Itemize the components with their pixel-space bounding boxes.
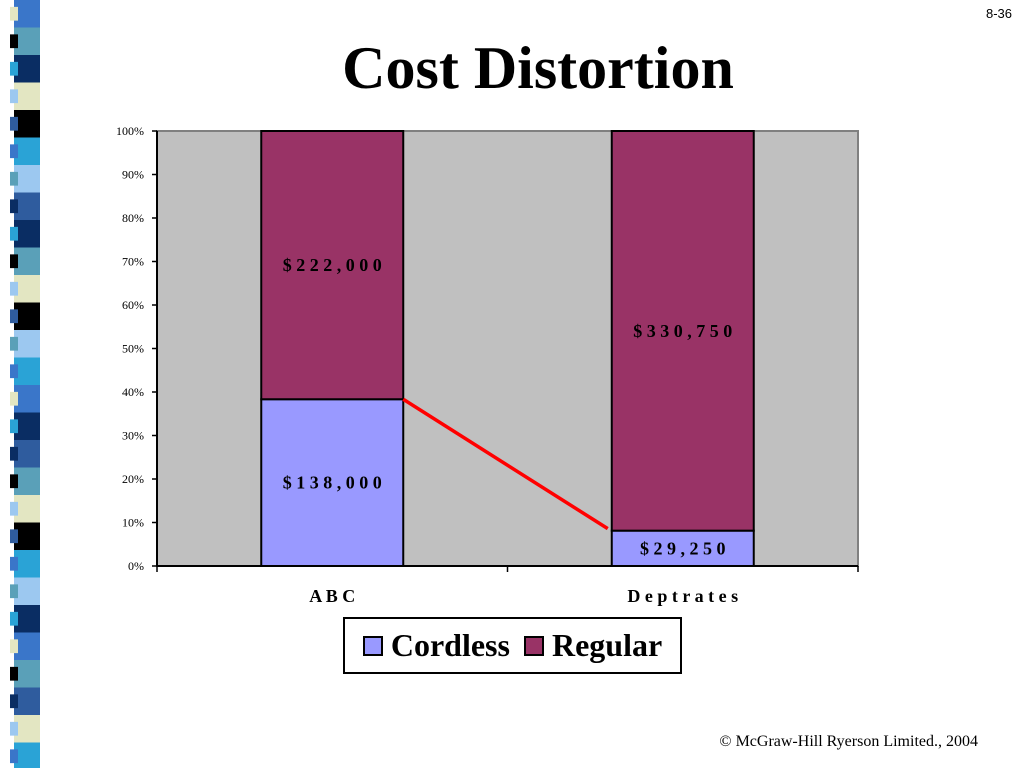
side-strip-notch xyxy=(10,391,18,406)
bar-segment-regular xyxy=(260,130,405,401)
y-tick-label: 20% xyxy=(122,472,144,486)
side-strip-tile xyxy=(14,577,40,605)
slide-number: 8-36 xyxy=(985,6,1012,21)
side-strip-tile xyxy=(14,27,40,55)
side-strip-notch xyxy=(10,89,18,104)
side-strip-tile xyxy=(14,385,40,413)
data-label: $ 2 2 2 , 0 0 0 xyxy=(283,255,382,275)
y-tick-label: 0% xyxy=(128,559,144,573)
side-strip-tile xyxy=(14,110,40,138)
x-category-label: D e p t r a t e s xyxy=(627,586,738,606)
x-category-label: A B C xyxy=(309,586,355,606)
side-strip-tile xyxy=(14,55,40,83)
side-strip-tile xyxy=(14,330,40,358)
side-strip-tile xyxy=(14,715,40,743)
side-strip-tile xyxy=(14,220,40,248)
bar-segment-regular xyxy=(610,130,755,532)
side-strip-notch xyxy=(10,281,18,296)
side-strip-tile xyxy=(14,687,40,715)
side-strip-notch xyxy=(10,694,18,709)
side-strip-notch xyxy=(10,556,18,571)
side-strip-notch xyxy=(10,666,18,681)
side-strip-tile xyxy=(14,302,40,330)
data-label: $ 1 3 8 , 0 0 0 xyxy=(283,473,382,493)
side-strip-notch xyxy=(10,501,18,516)
legend-swatch-cordless xyxy=(362,635,383,656)
side-strip-notch xyxy=(10,446,18,461)
legend-swatch-regular xyxy=(523,635,544,656)
side-strip-tile xyxy=(14,137,40,165)
y-tick-label: 40% xyxy=(122,385,144,399)
y-tick-label: 60% xyxy=(122,298,144,312)
side-strip-tile xyxy=(14,660,40,688)
side-strip-tile xyxy=(14,247,40,275)
side-strip-notch xyxy=(10,364,18,379)
decorative-side-strip xyxy=(0,0,48,768)
data-label: $ 3 3 0 , 7 5 0 xyxy=(633,321,732,341)
y-tick-label: 80% xyxy=(122,211,144,225)
side-strip-notch xyxy=(10,6,18,21)
legend-item-cordless: Cordless xyxy=(362,627,510,664)
side-strip-tile xyxy=(14,440,40,468)
side-strip-tile xyxy=(14,192,40,220)
y-tick-label: 10% xyxy=(122,516,144,530)
side-strip-tile xyxy=(14,82,40,110)
side-strip-tile xyxy=(14,357,40,385)
y-tick-label: 50% xyxy=(122,342,144,356)
side-strip-tile xyxy=(14,632,40,660)
legend-label-cordless: Cordless xyxy=(390,627,510,663)
side-strip-tile xyxy=(14,0,40,28)
side-strip-notch xyxy=(10,61,18,76)
side-strip-notch xyxy=(10,116,18,131)
copyright-footer: © McGraw-Hill Ryerson Limited., 2004 xyxy=(719,733,978,750)
side-strip-tile xyxy=(14,550,40,578)
side-strip-tile xyxy=(14,467,40,495)
y-tick-label: 70% xyxy=(122,255,144,269)
side-strip-notch xyxy=(10,171,18,186)
side-strip-notch xyxy=(10,721,18,736)
side-strip-tile xyxy=(14,605,40,633)
y-tick-label: 90% xyxy=(122,168,144,182)
side-strip-tile xyxy=(14,412,40,440)
side-strip-notch xyxy=(10,144,18,159)
side-strip-notch xyxy=(10,254,18,269)
y-tick-label: 100% xyxy=(116,124,144,138)
side-strip-tile xyxy=(14,275,40,303)
chart-legend: Cordless Regular xyxy=(343,617,682,674)
side-strip-tile xyxy=(14,742,40,768)
side-strip-notch xyxy=(10,529,18,544)
side-strip-notch xyxy=(10,474,18,489)
side-strip-tile xyxy=(14,495,40,523)
side-strip-notch xyxy=(10,611,18,626)
slide-title: Cost Distortion xyxy=(342,35,734,101)
data-label: $ 2 9 , 2 5 0 xyxy=(640,538,726,558)
side-strip-notch xyxy=(10,226,18,241)
side-strip-notch xyxy=(10,34,18,49)
side-strip-notch xyxy=(10,419,18,434)
connector-line xyxy=(402,397,609,531)
y-tick-label: 30% xyxy=(122,429,144,443)
side-strip-notch xyxy=(10,309,18,324)
side-strip-notch xyxy=(10,584,18,599)
side-strip-notch xyxy=(10,336,18,351)
side-strip-notch xyxy=(10,199,18,214)
side-strip-notch xyxy=(10,639,18,654)
bar-segment-cordless xyxy=(610,529,755,567)
side-strip-notch xyxy=(10,749,18,764)
side-strip-tile xyxy=(14,522,40,550)
legend-item-regular: Regular xyxy=(523,627,663,664)
legend-label-regular: Regular xyxy=(551,627,663,663)
side-strip-tile xyxy=(14,165,40,193)
